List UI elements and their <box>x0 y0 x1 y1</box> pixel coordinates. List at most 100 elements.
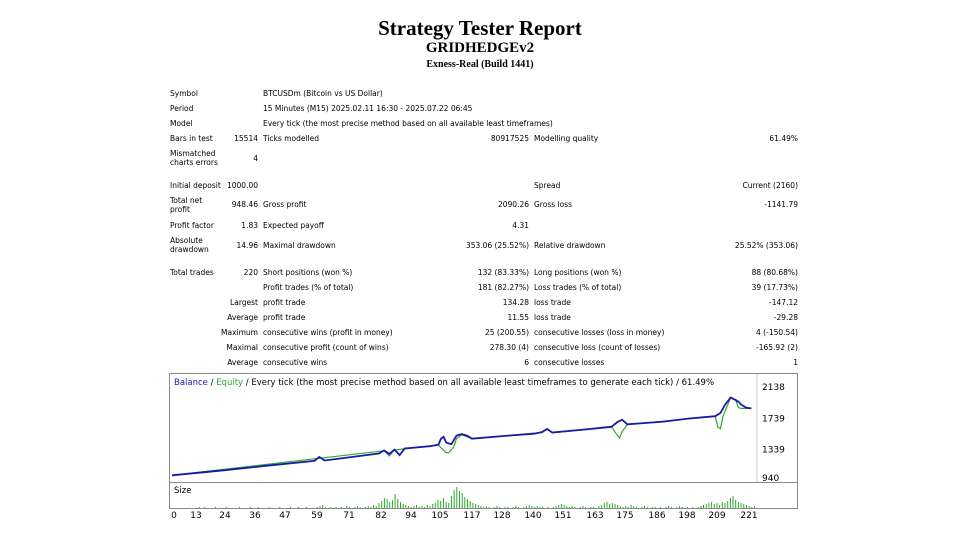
x-tick-label: 24 <box>219 511 231 521</box>
size-bar <box>437 500 439 508</box>
size-bar <box>606 502 608 508</box>
size-bar <box>526 506 527 508</box>
balance-chart: Balance / Equity / Every tick (the most … <box>169 373 798 484</box>
size-bar <box>754 506 755 508</box>
x-tick-label: 163 <box>586 511 604 521</box>
maximal-consecutive-loss-value: -165.92 (2) <box>756 343 798 352</box>
size-bar <box>523 507 525 508</box>
size-bar <box>214 507 216 508</box>
size-bar <box>434 503 436 508</box>
size-bar <box>670 507 672 508</box>
size-bar <box>402 504 404 508</box>
size-bar <box>450 496 452 508</box>
x-tick-label: 117 <box>463 511 481 521</box>
average-consecutive-wins-value: 6 <box>524 358 529 367</box>
size-bar <box>306 507 308 508</box>
size-bar <box>391 500 393 508</box>
maximum-label: Maximum <box>221 328 258 337</box>
size-bar <box>459 491 460 508</box>
max-consecutive-wins-value: 25 (200.55) <box>484 328 529 337</box>
size-bar <box>644 506 645 508</box>
largest-label: Largest <box>230 298 258 307</box>
x-tick-label: 82 <box>375 511 387 521</box>
size-bar <box>668 506 670 508</box>
size-bar <box>381 501 383 508</box>
mismatch-label-2: charts errors <box>170 158 218 167</box>
profit-trades-label: Profit trades (% of total) <box>263 283 354 292</box>
size-bar <box>383 498 385 508</box>
size-bar <box>416 505 418 508</box>
size-bar <box>341 507 342 508</box>
size-bar <box>330 507 332 508</box>
size-bar <box>405 505 407 508</box>
size-bar <box>593 507 595 508</box>
size-bar <box>751 507 753 508</box>
relative-drawdown-value: 25.52% (353.06) <box>734 241 798 250</box>
x-tick-label: 221 <box>740 511 758 521</box>
size-bar <box>499 507 501 508</box>
x-tick-label: 198 <box>678 511 696 521</box>
largest-loss-value: -147.12 <box>769 298 798 307</box>
size-bar <box>357 506 359 508</box>
size-bar <box>697 507 699 508</box>
size-bar <box>349 507 350 508</box>
size-bar <box>346 506 348 508</box>
server-build: Exness-Real (Build 1441) <box>426 59 534 70</box>
profit-factor-label: Profit factor <box>170 221 214 230</box>
size-bar <box>692 507 694 508</box>
x-tick-label: 151 <box>554 511 572 521</box>
average-label: Average <box>227 313 258 322</box>
size-bar <box>579 507 581 508</box>
size-label: Size <box>174 486 191 496</box>
size-bar <box>555 506 557 508</box>
size-bar <box>700 506 702 508</box>
size-bar <box>746 505 747 508</box>
size-bar <box>601 505 603 508</box>
maximal-drawdown-label: Maximal drawdown <box>263 241 336 250</box>
average-consecutive-wins-label: consecutive wins <box>263 358 328 367</box>
size-bar <box>729 498 731 508</box>
size-bar <box>713 504 715 508</box>
size-bar <box>518 507 519 508</box>
size-bar <box>480 506 482 508</box>
size-bar <box>354 507 356 508</box>
size-bar <box>429 506 431 508</box>
size-bar <box>609 504 611 508</box>
size-bar <box>488 507 490 508</box>
size-bar <box>324 507 326 508</box>
spread-value: Current (2160) <box>742 181 799 190</box>
largest-loss-label: loss trade <box>534 298 571 307</box>
size-bar <box>373 505 375 508</box>
size-bar <box>547 507 549 508</box>
size-bar <box>619 506 621 508</box>
size-bar <box>467 499 468 508</box>
size-bar <box>485 506 487 508</box>
model-label: Model <box>170 119 193 128</box>
expert-name: GRIDHEDGEv2 <box>425 40 535 56</box>
size-bar <box>627 507 629 508</box>
size-bar <box>705 504 707 508</box>
size-bar <box>719 505 721 508</box>
loss-trades-label: Loss trades (% of total) <box>534 283 622 292</box>
size-bar <box>732 496 734 508</box>
size-bar <box>472 503 474 508</box>
size-bar <box>681 507 683 508</box>
size-bar <box>316 507 318 508</box>
x-tick-label: 71 <box>343 511 355 521</box>
size-bar <box>493 507 495 508</box>
size-bar <box>365 507 367 508</box>
size-bar <box>453 490 455 508</box>
size-bar <box>536 506 538 508</box>
x-tick-label: 59 <box>311 511 323 521</box>
size-bar <box>558 505 560 508</box>
y-tick-label: 940 <box>762 474 779 482</box>
size-bar <box>440 501 442 508</box>
net-profit-value: 948.46 <box>231 200 258 209</box>
average-loss-label: loss trade <box>534 313 571 322</box>
legend-text: Balance / Equity / Every tick (the most … <box>174 378 714 388</box>
size-bar <box>426 505 428 508</box>
size-bar <box>528 505 530 508</box>
y-tick-label: 1739 <box>762 414 785 424</box>
size-bar <box>598 506 600 508</box>
gross-loss-value: -1141.79 <box>764 200 798 209</box>
